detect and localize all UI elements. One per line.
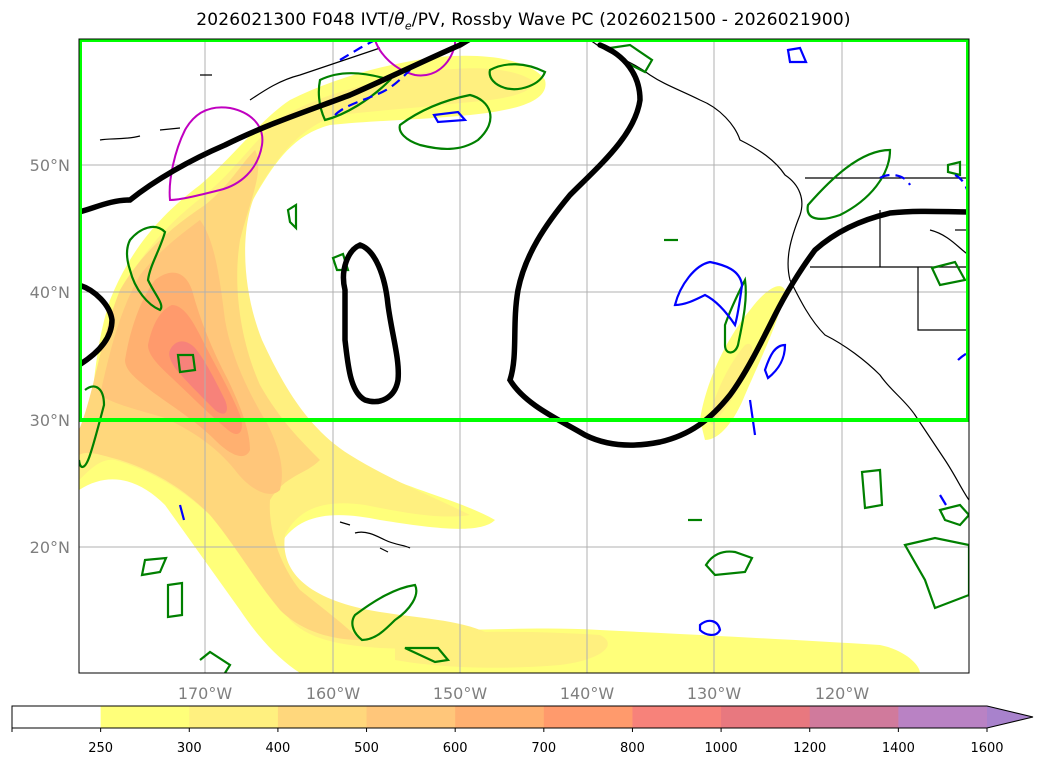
- colorbar-segment: [12, 706, 102, 728]
- colorbar-tick-label: 1400: [882, 741, 915, 756]
- colorbar-segments: [12, 706, 1033, 728]
- colorbar-tick-label: 300: [177, 741, 202, 756]
- rossby-wave-pc-contours: [79, 39, 969, 448]
- colorbar-segment: [543, 706, 633, 728]
- lat-label-30n: 30°N: [30, 411, 70, 430]
- colorbar-tick-label: 400: [265, 741, 290, 756]
- title-theta: θ: [394, 10, 405, 30]
- colorbar-tick-label: 500: [354, 741, 379, 756]
- colorbar-extend-arrow: [987, 706, 1033, 728]
- colorbar-tick-label: 1600: [970, 741, 1003, 756]
- colorbar-segment: [455, 706, 545, 728]
- theta-e-negative-contours: [178, 39, 969, 636]
- lon-label-120w: 120°W: [815, 684, 870, 703]
- colorbar-segment: [189, 706, 279, 728]
- title-prefix: 2026021300 F048 IVT/: [196, 10, 395, 30]
- colorbar-segment: [366, 706, 456, 728]
- colorbar-tick-label: 1000: [705, 741, 738, 756]
- colorbar-outline: [11, 705, 1034, 729]
- colorbar-segment: [898, 706, 988, 728]
- map-frame: [78, 38, 970, 674]
- graticule: [79, 39, 969, 673]
- title-theta-sub: e: [404, 19, 412, 33]
- lat-label-50n: 50°N: [30, 156, 70, 175]
- colorbar-segment: [721, 706, 811, 728]
- colorbar-segment: [809, 706, 899, 728]
- colorbar: 250 300 400 500 600 700 800 1000 1200 1400 1600: [11, 705, 1034, 756]
- colorbar-ticks: 250 300 400 500 600 700 800 1000 1200 1400 1600: [11, 728, 1004, 756]
- lon-label-160w: 160°W: [306, 684, 361, 703]
- title-suffix: /PV, Rossby Wave PC (2026021500 - 202602…: [411, 10, 851, 30]
- lon-label-130w: 130°W: [687, 684, 742, 703]
- colorbar-tick-label: 250: [88, 741, 113, 756]
- lon-label-140w: 140°W: [560, 684, 615, 703]
- colorbar-tick-label: 700: [531, 741, 556, 756]
- colorbar-tick-label: 600: [443, 741, 468, 756]
- lat-label-20n: 20°N: [30, 538, 70, 557]
- colorbar-segment: [277, 706, 368, 728]
- colorbar-segment: [632, 706, 722, 728]
- pv-contours: [168, 39, 456, 202]
- colorbar-tick-label: 800: [620, 741, 645, 756]
- map-title: 2026021300 F048 IVT/θe/PV, Rossby Wave P…: [0, 10, 1047, 32]
- lat-label-40n: 40°N: [30, 283, 70, 302]
- colorbar-segment: [100, 706, 190, 728]
- lon-label-170w: 170°W: [178, 684, 233, 703]
- theta-e-positive-contours: [79, 43, 969, 673]
- latitude-labels: 50°N 40°N 30°N 20°N: [30, 156, 70, 557]
- highlight-box: [79, 39, 969, 422]
- longitude-labels: 170°W 160°W 150°W 140°W 130°W 120°W: [178, 684, 870, 703]
- map-plot-area: [79, 39, 969, 673]
- colorbar-tick-label: 1200: [793, 741, 826, 756]
- lon-label-150w: 150°W: [433, 684, 488, 703]
